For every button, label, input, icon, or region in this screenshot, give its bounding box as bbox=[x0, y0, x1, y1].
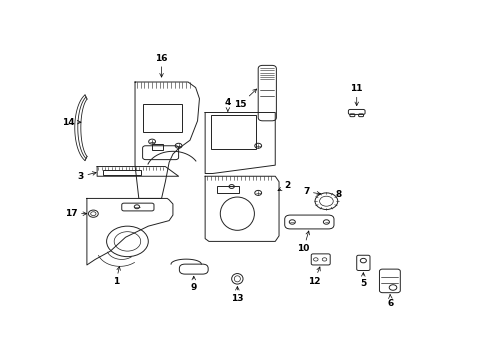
Text: 7: 7 bbox=[303, 187, 320, 196]
Text: 13: 13 bbox=[231, 287, 243, 303]
Text: 2: 2 bbox=[277, 181, 290, 191]
Bar bbox=[210, 115, 256, 149]
Text: 5: 5 bbox=[359, 273, 366, 288]
Text: 6: 6 bbox=[387, 294, 393, 308]
Bar bbox=[102, 170, 141, 175]
Text: 1: 1 bbox=[113, 266, 120, 287]
Text: 17: 17 bbox=[65, 209, 86, 218]
Text: 11: 11 bbox=[350, 84, 362, 105]
Text: 4: 4 bbox=[224, 98, 231, 111]
Text: 16: 16 bbox=[155, 54, 167, 77]
Text: 14: 14 bbox=[61, 118, 81, 127]
Text: 12: 12 bbox=[307, 267, 320, 285]
Text: 15: 15 bbox=[234, 89, 256, 109]
Text: 8: 8 bbox=[335, 190, 341, 199]
Bar bbox=[152, 144, 163, 150]
Bar bbox=[142, 104, 182, 132]
Text: 10: 10 bbox=[297, 231, 309, 253]
Text: 3: 3 bbox=[78, 172, 96, 181]
Bar bbox=[216, 186, 239, 193]
Text: 9: 9 bbox=[190, 276, 197, 292]
